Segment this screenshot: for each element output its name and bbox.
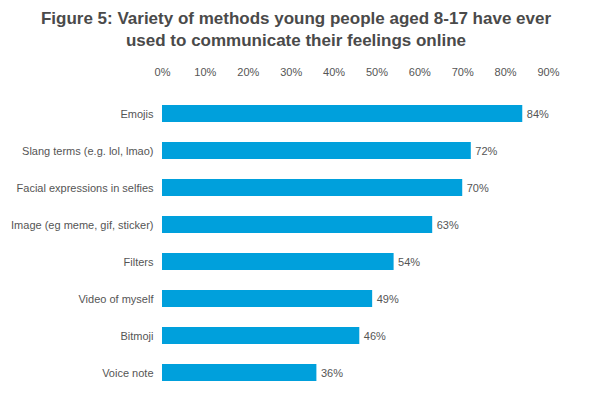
svg-text:10%: 10%	[194, 66, 216, 78]
svg-text:40%: 40%	[323, 66, 345, 78]
svg-text:20%: 20%	[237, 66, 259, 78]
svg-text:Video of myself: Video of myself	[78, 293, 154, 305]
svg-text:30%: 30%	[280, 66, 302, 78]
svg-text:84%: 84%	[527, 108, 549, 120]
svg-text:80%: 80%	[495, 66, 517, 78]
svg-text:46%: 46%	[364, 330, 386, 342]
svg-text:60%: 60%	[409, 66, 431, 78]
html-text:Figure 5: Variety of methods y: Figure 5: Variety of methods young peopl…	[40, 9, 552, 51]
svg-text:Bitmoji: Bitmoji	[120, 330, 153, 342]
svg-text:Emojis: Emojis	[120, 108, 154, 120]
svg-text:Voice note: Voice note	[102, 367, 153, 379]
svg-text:36%: 36%	[321, 367, 343, 379]
svg-text:72%: 72%	[475, 145, 497, 157]
svg-text:Facial expressions in selfies: Facial expressions in selfies	[17, 182, 154, 194]
svg-text:49%: 49%	[377, 293, 399, 305]
svg-text:54%: 54%	[398, 256, 420, 268]
svg-text:70%: 70%	[467, 182, 489, 194]
svg-text:Filters: Filters	[124, 256, 154, 268]
svg-text:70%: 70%	[452, 66, 474, 78]
svg-text:50%: 50%	[366, 66, 388, 78]
svg-text:63%: 63%	[437, 219, 459, 231]
svg-text:90%: 90%	[537, 66, 559, 78]
svg-text:Image (eg meme, gif, sticker): Image (eg meme, gif, sticker)	[11, 219, 153, 231]
svg-text:0%: 0%	[155, 66, 171, 78]
svg-text:Slang terms (e.g. lol, lmao): Slang terms (e.g. lol, lmao)	[22, 145, 153, 157]
